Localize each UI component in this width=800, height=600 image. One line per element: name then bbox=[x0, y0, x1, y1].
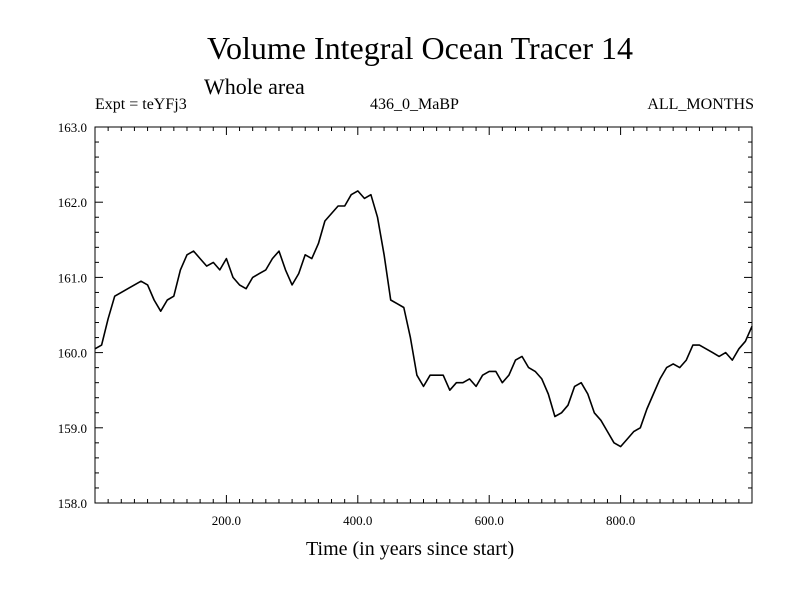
x-tick-label: 200.0 bbox=[212, 513, 241, 528]
chart-title: Volume Integral Ocean Tracer 14 bbox=[207, 30, 633, 66]
chart-subtitle: Whole area bbox=[204, 74, 305, 99]
series-layer bbox=[94, 190, 753, 448]
months-label: ALL_MONTHS bbox=[647, 96, 754, 113]
plot-frame bbox=[94, 126, 753, 504]
series-line bbox=[94, 190, 753, 448]
y-tick-label: 162.0 bbox=[58, 195, 87, 210]
experiment-label: Expt = teYFj3 bbox=[95, 96, 187, 113]
x-tick-label: 400.0 bbox=[343, 513, 372, 528]
x-tick-label: 800.0 bbox=[606, 513, 635, 528]
y-tick-label: 161.0 bbox=[58, 270, 87, 285]
y-tick-label: 159.0 bbox=[58, 421, 87, 436]
x-tick-label: 600.0 bbox=[475, 513, 504, 528]
y-axis: 158.0 159.0 160.0 161.0 162.0 163.0 bbox=[58, 120, 752, 511]
x-axis-label: Time (in years since start) bbox=[306, 538, 515, 560]
y-tick-label: 163.0 bbox=[58, 120, 87, 135]
y-tick-label: 160.0 bbox=[58, 346, 87, 361]
x-axis: 200.0 400.0 600.0 800.0 bbox=[107, 127, 740, 528]
period-label: 436_0_MaBP bbox=[370, 96, 459, 113]
y-tick-label: 158.0 bbox=[58, 496, 87, 511]
